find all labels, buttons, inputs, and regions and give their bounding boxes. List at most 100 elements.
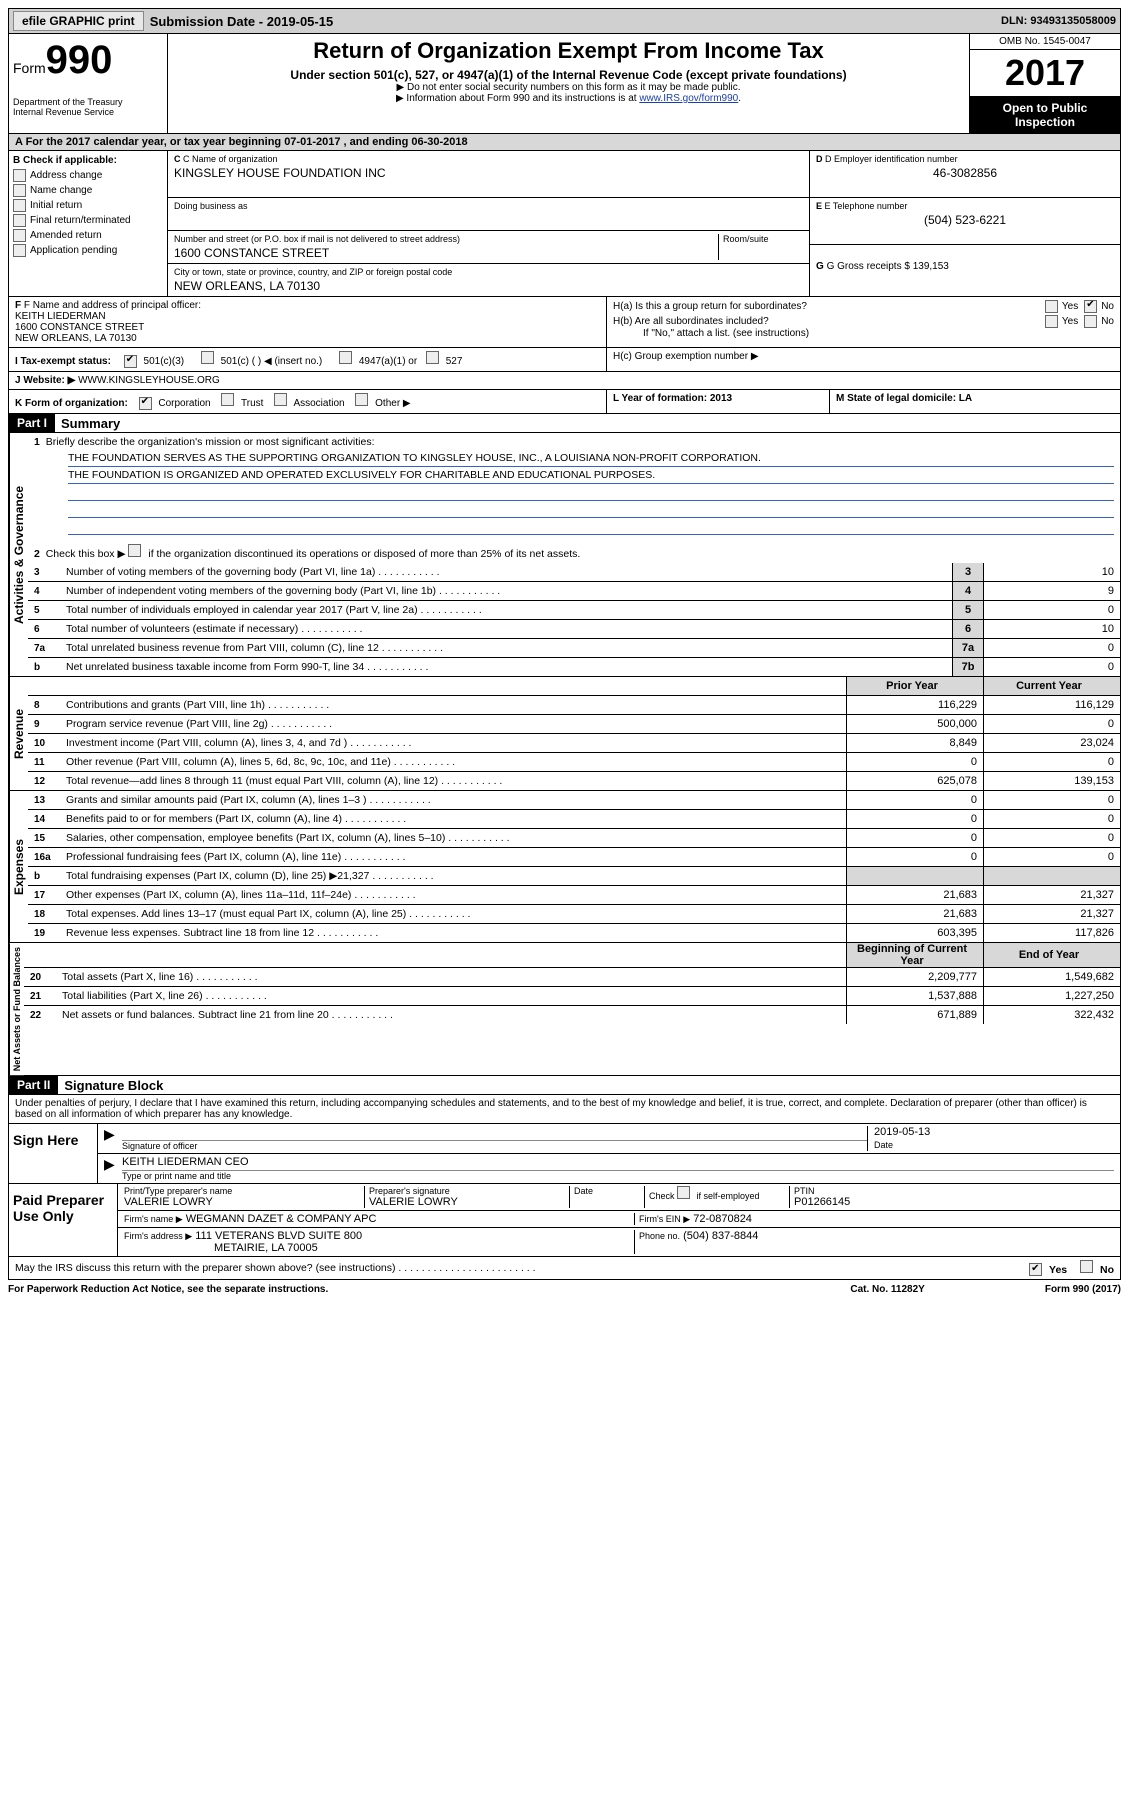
section-a-tax-year: A For the 2017 calendar year, or tax yea… (8, 134, 1121, 151)
table-row: 7a Total unrelated business revenue from… (28, 639, 1120, 658)
top-bar: efile GRAPHIC print Submission Date - 20… (8, 8, 1121, 34)
efile-print-button[interactable]: efile GRAPHIC print (13, 11, 144, 31)
cb-other[interactable] (355, 393, 368, 406)
firm-addr-label: Firm's address ▶ (124, 1231, 192, 1241)
end-year-header: End of Year (983, 943, 1120, 967)
section-h: H(a) Is this a group return for subordin… (607, 297, 1120, 347)
cb-self-employed[interactable] (677, 1186, 690, 1199)
info-grid: B Check if applicable: Address change Na… (8, 151, 1121, 297)
discuss-yes-checkbox[interactable] (1029, 1263, 1042, 1276)
tax-year: 2017 (970, 50, 1120, 97)
arrow-icon: ▶ (104, 1156, 122, 1181)
part2-header: Part II Signature Block (8, 1076, 1121, 1095)
form-ref: Form 990 (2017) (1045, 1284, 1121, 1295)
table-row: 11 Other revenue (Part VIII, column (A),… (28, 753, 1120, 772)
prior-year-header: Prior Year (846, 677, 983, 695)
table-row: 10 Investment income (Part VIII, column … (28, 734, 1120, 753)
org-name-label: C C Name of organization (174, 154, 803, 164)
table-row: b Total fundraising expenses (Part IX, c… (28, 867, 1120, 886)
arrow-icon: ▶ (104, 1126, 122, 1151)
irs-link[interactable]: www.IRS.gov/form990 (639, 93, 738, 104)
section-m: M State of legal domicile: LA (830, 390, 1120, 413)
checkbox-name-change[interactable] (13, 184, 26, 197)
officer-city: NEW ORLEANS, LA 70130 (15, 333, 600, 344)
city-label: City or town, state or province, country… (174, 267, 803, 277)
expenses-section: Expenses 13 Grants and similar amounts p… (8, 791, 1121, 943)
section-i: I Tax-exempt status: 501(c)(3) 501(c) ( … (9, 348, 607, 371)
sign-here-label: Sign Here (9, 1124, 98, 1183)
section-c: C C Name of organization KINGSLEY HOUSE … (168, 151, 809, 296)
table-row: 9 Program service revenue (Part VIII, li… (28, 715, 1120, 734)
sig-date: 2019-05-13 (874, 1126, 1114, 1140)
declaration: Under penalties of perjury, I declare th… (8, 1095, 1121, 1124)
header-right: OMB No. 1545-0047 2017 Open to Public In… (969, 34, 1120, 133)
part1-title: Summary (55, 416, 120, 431)
ein: 46-3082856 (816, 166, 1114, 180)
firm-addr1: 111 VETERANS BLVD SUITE 800 (195, 1230, 362, 1242)
table-row: 17 Other expenses (Part IX, column (A), … (28, 886, 1120, 905)
mission-line5 (68, 520, 1114, 535)
line1-text: Briefly describe the organization's miss… (46, 436, 375, 448)
date-label: Date (874, 1140, 1114, 1150)
preparer-date-label: Date (574, 1186, 644, 1196)
firm-phone: (504) 837-8844 (683, 1230, 758, 1242)
ha-label: H(a) Is this a group return for subordin… (613, 301, 1045, 312)
form-header: Form990 Department of the Treasury Inter… (8, 34, 1121, 134)
section-k: K Form of organization: Corporation Trus… (9, 390, 607, 413)
table-row: 4 Number of independent voting members o… (28, 582, 1120, 601)
cb-association[interactable] (274, 393, 287, 406)
checkbox-application-pending[interactable] (13, 244, 26, 257)
hb-yes-checkbox[interactable] (1045, 315, 1058, 328)
ha-no-checkbox[interactable] (1084, 300, 1097, 313)
city: NEW ORLEANS, LA 70130 (174, 279, 803, 293)
room-label: Room/suite (723, 234, 803, 244)
ptin: P01266145 (794, 1196, 1114, 1208)
discuss-no-checkbox[interactable] (1080, 1260, 1093, 1273)
section-d: D D Employer identification number 46-30… (809, 151, 1120, 296)
org-name: KINGSLEY HOUSE FOUNDATION INC (174, 166, 803, 180)
omb-number: OMB No. 1545-0047 (970, 34, 1120, 50)
page-footer: For Paperwork Reduction Act Notice, see … (8, 1280, 1121, 1299)
hb-no-checkbox[interactable] (1084, 315, 1097, 328)
cb-501c[interactable] (201, 351, 214, 364)
note-info: ▶ Information about Form 990 and its ins… (172, 93, 965, 104)
table-row: 6 Total number of volunteers (estimate i… (28, 620, 1120, 639)
mission-line1: THE FOUNDATION SERVES AS THE SUPPORTING … (68, 452, 1114, 467)
discuss-text: May the IRS discuss this return with the… (15, 1262, 536, 1274)
cb-4947[interactable] (339, 351, 352, 364)
checkbox-amended[interactable] (13, 229, 26, 242)
mission-block: THE FOUNDATION SERVES AS THE SUPPORTING … (28, 448, 1120, 541)
note-ssn: ▶ Do not enter social security numbers o… (172, 82, 965, 93)
form-number: 990 (46, 38, 113, 82)
officer-name: KEITH LIEDERMAN (15, 311, 600, 322)
cb-discontinued[interactable] (128, 544, 141, 557)
preparer-name: VALERIE LOWRY (124, 1196, 364, 1208)
ha-yes-checkbox[interactable] (1045, 300, 1058, 313)
officer-street: 1600 CONSTANCE STREET (15, 322, 600, 333)
submission-date: Submission Date - 2019-05-15 (150, 14, 334, 29)
paid-preparer-label: Paid Preparer Use Only (9, 1184, 118, 1256)
klm-row: K Form of organization: Corporation Trus… (8, 390, 1121, 414)
cat-no: Cat. No. 11282Y (850, 1284, 924, 1295)
cb-trust[interactable] (221, 393, 234, 406)
street: 1600 CONSTANCE STREET (174, 246, 718, 260)
table-row: b Net unrelated business taxable income … (28, 658, 1120, 676)
cb-501c3[interactable] (124, 355, 137, 368)
ein-label: D D Employer identification number (816, 154, 1114, 164)
gross-receipts: G G Gross receipts $ 139,153 (816, 261, 1114, 272)
line2-text: Check this box ▶ if the organization dis… (46, 548, 581, 560)
dln: DLN: 93493135058009 (1001, 15, 1116, 27)
paperwork-notice: For Paperwork Reduction Act Notice, see … (8, 1284, 328, 1295)
officer-group-row: F F Name and address of principal office… (8, 297, 1121, 348)
preparer-name-label: Print/Type preparer's name (124, 1186, 364, 1196)
cb-corporation[interactable] (139, 397, 152, 410)
checkbox-final-return[interactable] (13, 214, 26, 227)
cb-527[interactable] (426, 351, 439, 364)
section-f: F F Name and address of principal office… (9, 297, 607, 347)
ptin-label: PTIN (794, 1186, 1114, 1196)
checkbox-address-change[interactable] (13, 169, 26, 182)
section-b-label: B Check if applicable: (13, 155, 163, 166)
begin-year-header: Beginning of Current Year (846, 943, 983, 967)
street-label: Number and street (or P.O. box if mail i… (174, 234, 718, 244)
checkbox-initial-return[interactable] (13, 199, 26, 212)
